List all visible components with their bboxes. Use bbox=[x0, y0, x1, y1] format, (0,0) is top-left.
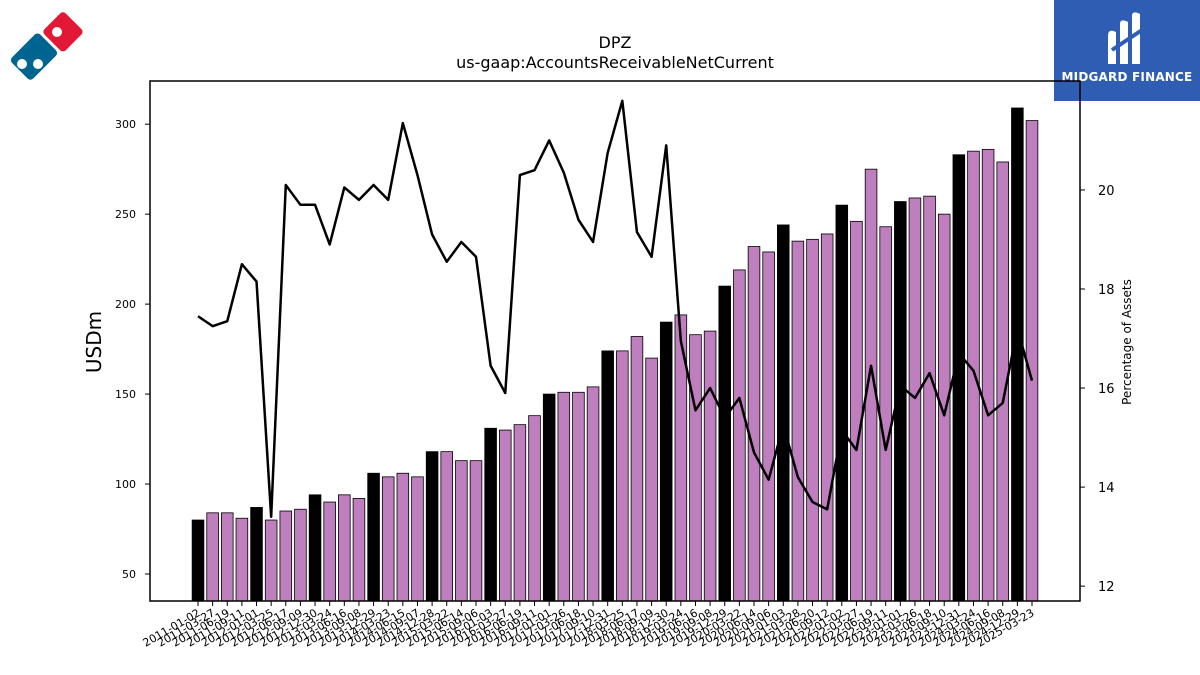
bar bbox=[806, 238, 819, 602]
bar bbox=[440, 451, 453, 602]
y-tick-label: 50 bbox=[122, 568, 136, 581]
bar bbox=[367, 472, 380, 602]
bar bbox=[601, 350, 614, 602]
y-tick-label: 100 bbox=[115, 478, 136, 491]
bar bbox=[338, 494, 351, 602]
bar bbox=[396, 472, 410, 602]
bar bbox=[733, 269, 746, 602]
bar bbox=[294, 508, 307, 602]
bar bbox=[689, 334, 702, 602]
bar bbox=[586, 386, 600, 602]
bar bbox=[221, 512, 234, 602]
y-axis-label: USDm bbox=[82, 311, 106, 373]
bar bbox=[703, 330, 717, 602]
bar bbox=[513, 424, 527, 602]
bar bbox=[279, 510, 293, 602]
bar bbox=[747, 246, 761, 602]
percentage-line bbox=[197, 99, 1034, 519]
bar bbox=[645, 357, 658, 602]
bar bbox=[850, 220, 863, 602]
bar bbox=[616, 350, 629, 602]
bar bbox=[981, 148, 995, 602]
plot-frame bbox=[149, 80, 1081, 602]
bar bbox=[923, 195, 936, 602]
bar bbox=[937, 213, 951, 602]
bar bbox=[1025, 120, 1039, 602]
bar bbox=[469, 460, 483, 602]
bar bbox=[718, 285, 731, 602]
bar bbox=[630, 336, 644, 602]
chart-title: DPZ bbox=[599, 33, 632, 52]
bar bbox=[484, 427, 497, 602]
bar bbox=[967, 150, 980, 602]
domino-logo-icon bbox=[10, 12, 83, 80]
bar bbox=[791, 240, 805, 602]
y2-tick-label: 20 bbox=[1098, 184, 1115, 199]
bar bbox=[191, 519, 205, 602]
y-tick-label: 250 bbox=[115, 208, 136, 221]
brand-name: MIDGARD FINANCE bbox=[1061, 70, 1193, 84]
bar bbox=[908, 197, 922, 602]
bar bbox=[250, 507, 263, 602]
y-tick-label: 150 bbox=[115, 388, 136, 401]
chart-subtitle: us-gaap:AccountsReceivableNetCurrent bbox=[456, 53, 774, 72]
bar bbox=[777, 224, 790, 602]
brand-badge: MIDGARD FINANCE bbox=[1054, 0, 1200, 101]
bar bbox=[206, 512, 219, 602]
bar bbox=[264, 519, 278, 602]
y2-axis-label: Percentage of Assets bbox=[1120, 279, 1134, 405]
bar bbox=[572, 391, 585, 602]
bar bbox=[879, 226, 892, 602]
bar bbox=[952, 154, 966, 602]
y-tick-label: 300 bbox=[115, 118, 136, 131]
bar bbox=[425, 451, 439, 602]
y2-tick-label: 14 bbox=[1098, 481, 1115, 496]
bar bbox=[352, 498, 366, 602]
y2-tick-label: 16 bbox=[1098, 382, 1115, 397]
bar bbox=[659, 321, 673, 602]
bar bbox=[308, 494, 322, 602]
y2-tick-label: 12 bbox=[1098, 580, 1115, 595]
y-tick-label: 200 bbox=[115, 298, 136, 311]
bar bbox=[411, 476, 424, 602]
bar bbox=[381, 476, 395, 602]
bar bbox=[557, 391, 571, 602]
bar bbox=[835, 204, 849, 602]
midgard-logo-icon bbox=[1108, 12, 1144, 65]
bar bbox=[528, 415, 541, 602]
bar bbox=[762, 251, 775, 602]
bar bbox=[455, 460, 468, 602]
bar bbox=[235, 517, 249, 602]
y2-tick-label: 18 bbox=[1098, 283, 1115, 298]
bar bbox=[323, 501, 336, 602]
bar bbox=[820, 233, 834, 602]
bar bbox=[542, 393, 556, 602]
bar bbox=[499, 429, 512, 602]
